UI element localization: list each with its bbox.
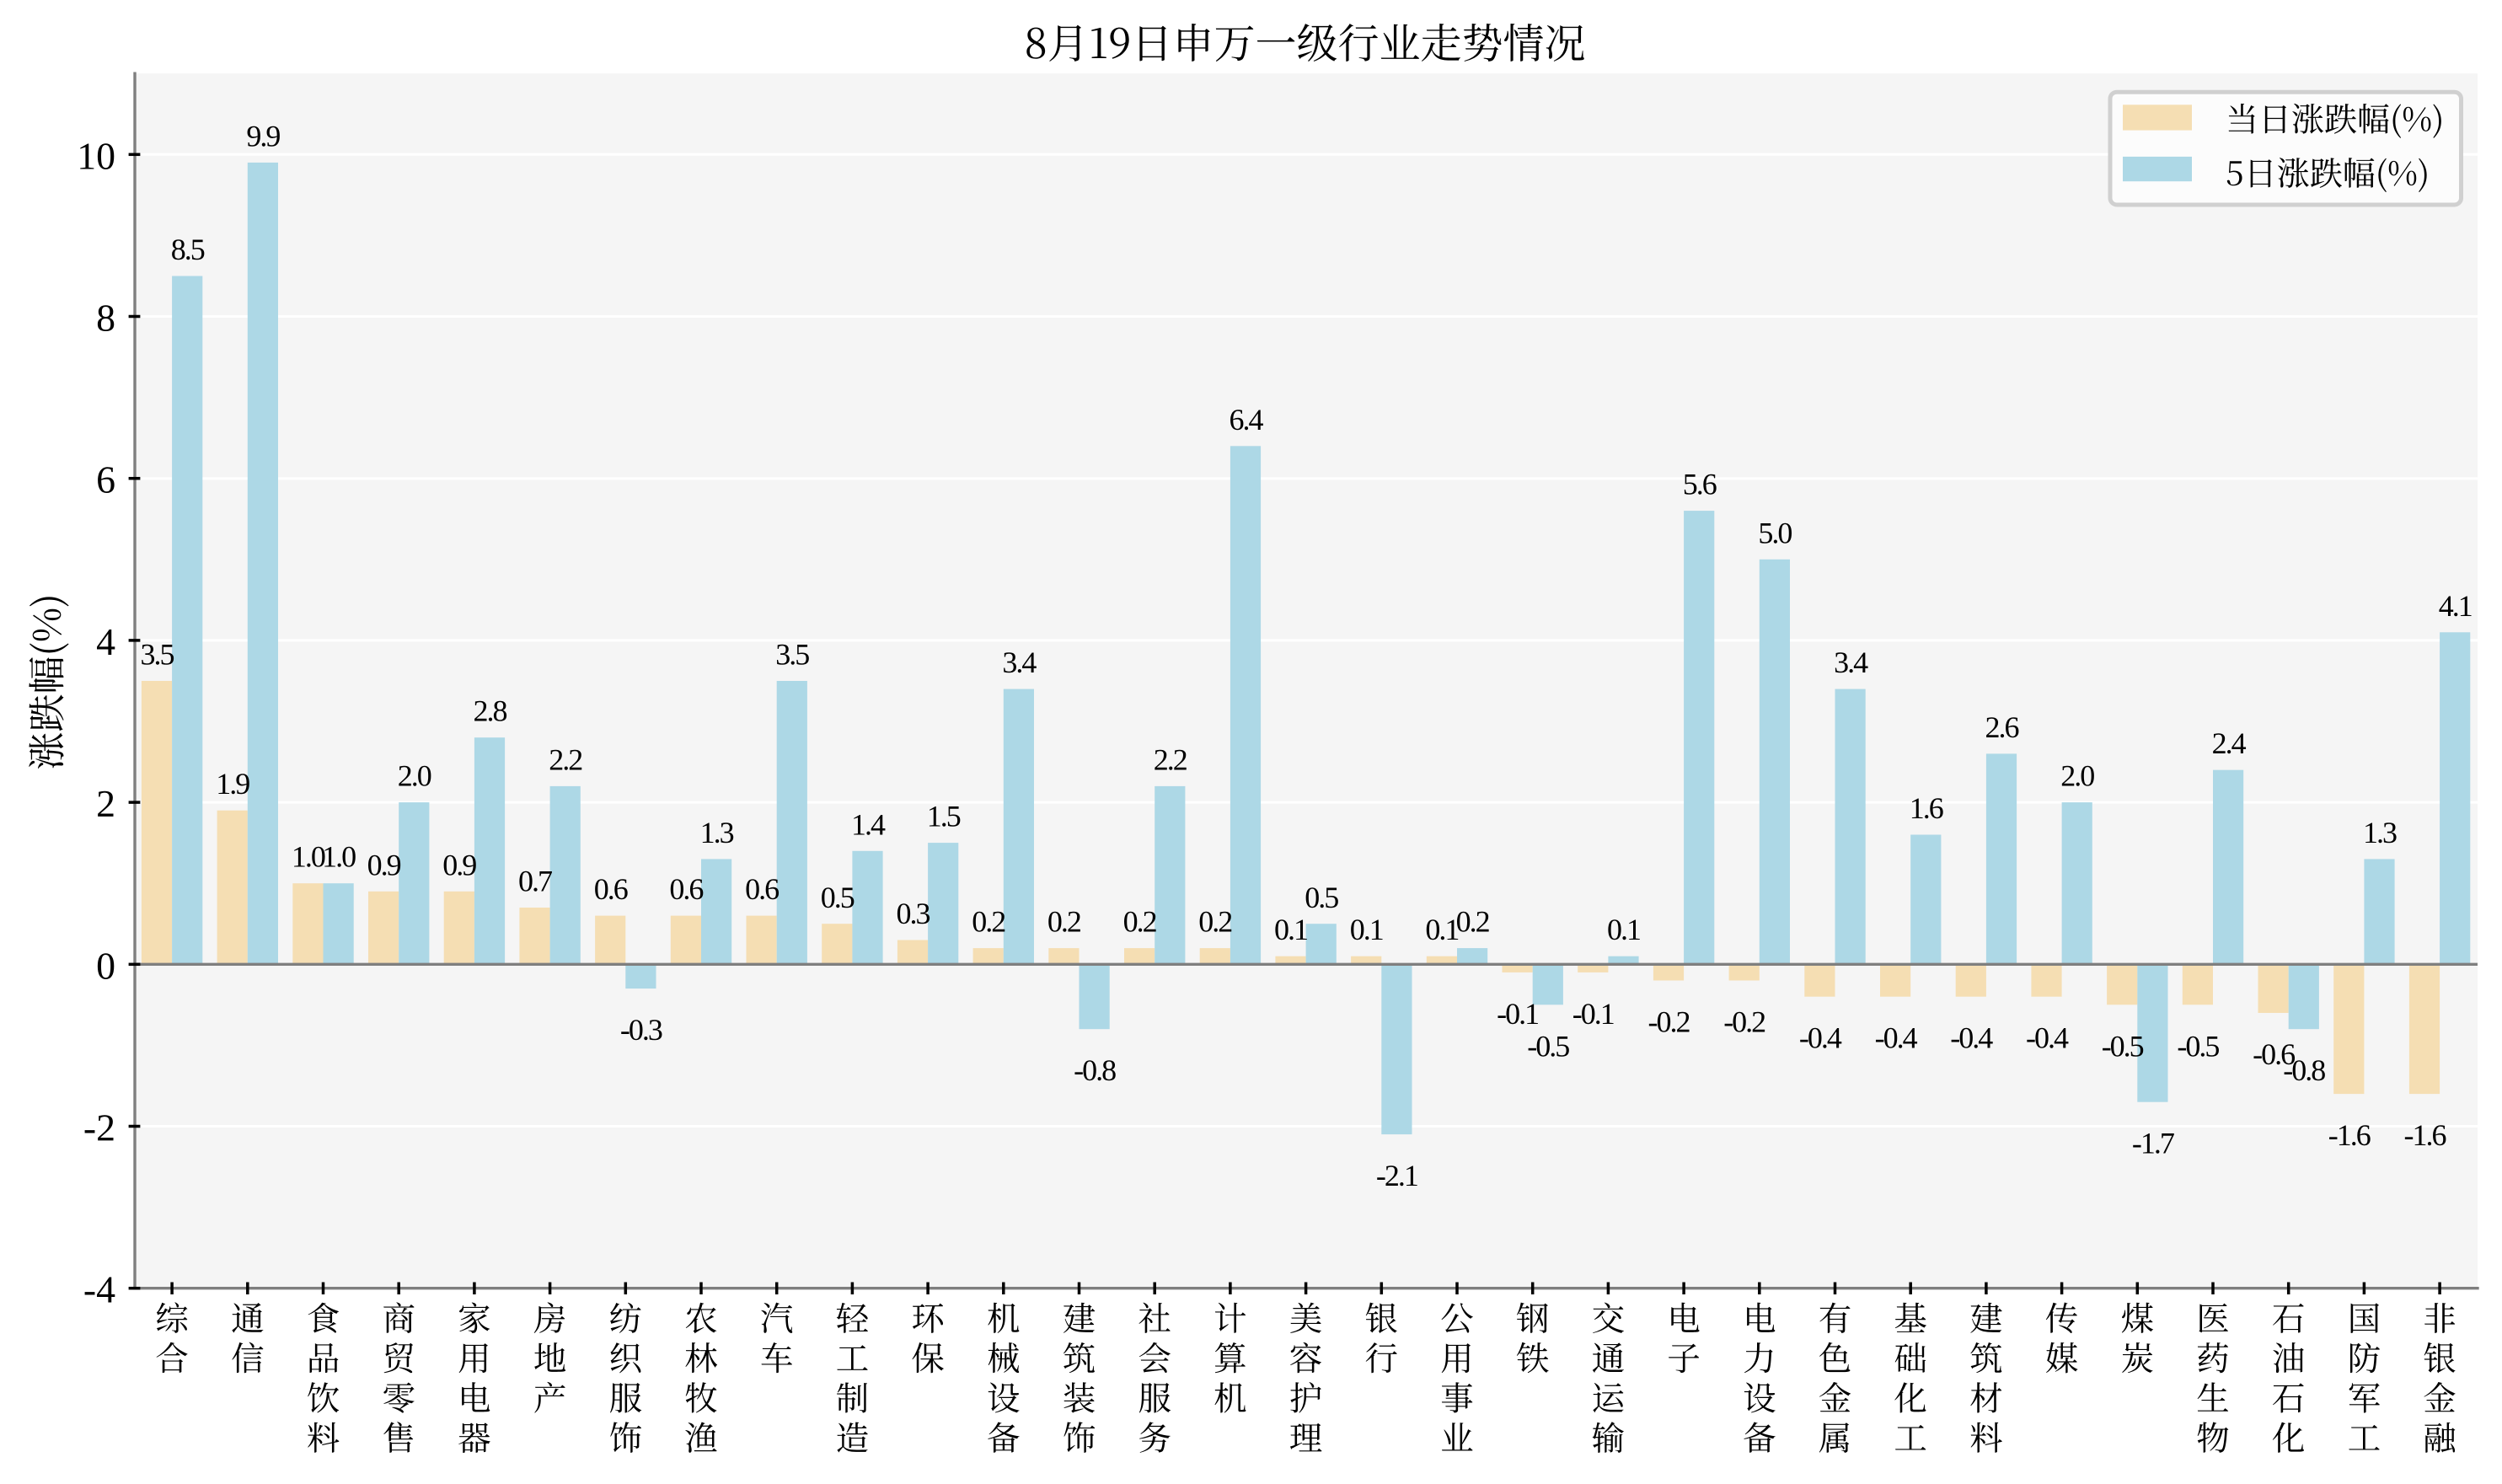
svg-text:1.3: 1.3	[2363, 816, 2397, 849]
svg-text:1.6: 1.6	[1910, 791, 1943, 825]
svg-text:6.4: 6.4	[1230, 403, 1264, 437]
svg-text:2.0: 2.0	[2060, 759, 2094, 793]
svg-text:-0.1: -0.1	[1497, 997, 1538, 1031]
svg-text:-0.5: -0.5	[1527, 1029, 1569, 1063]
svg-text:0.6: 0.6	[669, 872, 703, 906]
svg-text:0.1: 0.1	[1607, 913, 1640, 946]
svg-text:3.4: 3.4	[1002, 646, 1037, 679]
svg-text:9.9: 9.9	[246, 119, 280, 153]
svg-text:2.2: 2.2	[1154, 742, 1187, 776]
svg-text:0.2: 0.2	[1456, 905, 1490, 939]
svg-text:-0.6: -0.6	[2253, 1037, 2295, 1071]
svg-text:4: 4	[96, 620, 115, 663]
svg-text:-0.5: -0.5	[2177, 1029, 2219, 1063]
svg-text:0.2: 0.2	[1198, 905, 1232, 939]
svg-text:2: 2	[96, 782, 115, 825]
svg-text:-4: -4	[83, 1268, 115, 1311]
svg-text:0.7: 0.7	[518, 865, 552, 898]
svg-text:2.0: 2.0	[398, 759, 431, 793]
svg-text:8: 8	[96, 297, 115, 340]
svg-text:0.3: 0.3	[897, 897, 930, 930]
svg-text:-0.8: -0.8	[2283, 1053, 2325, 1087]
svg-text:0.1: 0.1	[1425, 913, 1458, 946]
svg-text:-0.4: -0.4	[1950, 1021, 1993, 1055]
svg-text:-1.6: -1.6	[2328, 1118, 2371, 1152]
svg-text:-1.6: -1.6	[2404, 1118, 2446, 1152]
svg-text:0.5: 0.5	[821, 881, 855, 914]
svg-text:-0.1: -0.1	[1572, 997, 1614, 1031]
svg-text:-0.4: -0.4	[1875, 1021, 1918, 1055]
svg-text:0.2: 0.2	[1123, 905, 1157, 939]
svg-text:6: 6	[96, 458, 115, 501]
svg-text:5.0: 5.0	[1758, 516, 1792, 549]
svg-text:4.1: 4.1	[2439, 589, 2472, 623]
svg-text:0.2: 0.2	[972, 905, 1005, 939]
svg-text:-0.5: -0.5	[2102, 1029, 2144, 1063]
svg-text:8.5: 8.5	[171, 233, 205, 266]
svg-text:-0.2: -0.2	[1723, 1005, 1765, 1039]
svg-text:5.6: 5.6	[1683, 468, 1717, 501]
svg-text:0.1: 0.1	[1350, 913, 1383, 946]
svg-text:0.5: 0.5	[1305, 881, 1338, 914]
svg-text:0.9: 0.9	[367, 848, 401, 881]
svg-text:0.1: 0.1	[1274, 913, 1307, 946]
svg-text:0.6: 0.6	[594, 872, 628, 906]
svg-text:3.5: 3.5	[141, 638, 174, 672]
svg-text:0.2: 0.2	[1047, 905, 1081, 939]
svg-text:10: 10	[77, 134, 115, 177]
svg-text:-0.4: -0.4	[2026, 1021, 2069, 1055]
svg-text:2.2: 2.2	[549, 742, 582, 776]
svg-text:-0.3: -0.3	[620, 1013, 662, 1047]
svg-text:-0.4: -0.4	[1799, 1021, 1842, 1055]
svg-text:2.6: 2.6	[1985, 710, 2019, 744]
svg-text:-1.7: -1.7	[2132, 1127, 2174, 1160]
svg-text:2.8: 2.8	[474, 694, 507, 728]
svg-text:1.3: 1.3	[700, 816, 734, 849]
svg-text:2.4: 2.4	[2212, 726, 2247, 760]
svg-text:1.4: 1.4	[851, 807, 886, 841]
svg-text:1.5: 1.5	[927, 800, 961, 833]
svg-text:0: 0	[96, 944, 115, 987]
svg-text:1.9: 1.9	[216, 767, 249, 801]
svg-text:0.9: 0.9	[442, 848, 476, 881]
svg-text:0.6: 0.6	[745, 872, 779, 906]
svg-text:-2: -2	[83, 1106, 115, 1149]
svg-text:-2.1: -2.1	[1376, 1159, 1417, 1192]
svg-text:3.4: 3.4	[1834, 646, 1868, 679]
svg-text:1.0: 1.0	[292, 840, 325, 874]
svg-text:1.0: 1.0	[322, 840, 356, 874]
svg-text:3.5: 3.5	[775, 638, 809, 672]
svg-text:-0.2: -0.2	[1648, 1005, 1690, 1039]
svg-text:-0.8: -0.8	[1074, 1053, 1116, 1087]
